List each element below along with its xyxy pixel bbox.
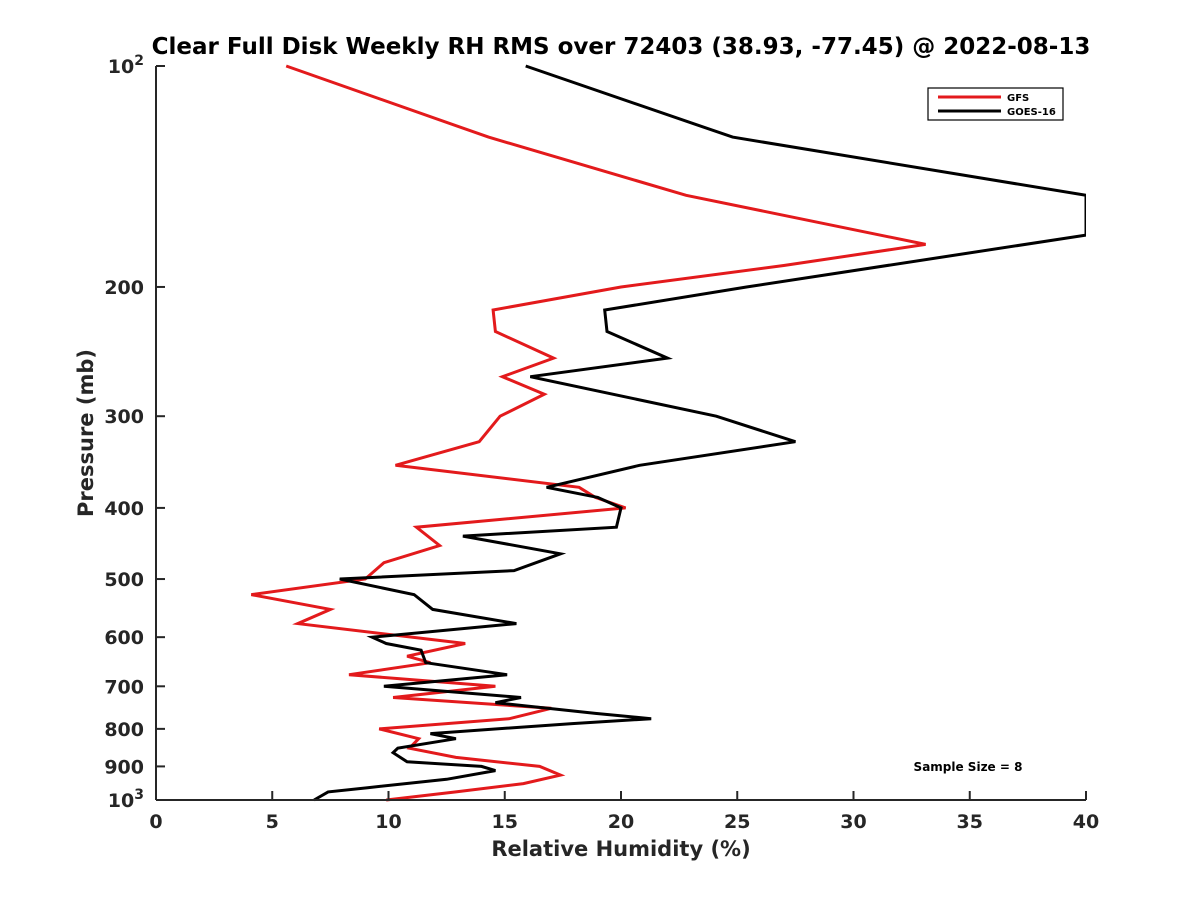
series-line-gfs [251,64,926,802]
y-axis-label: Pressure (mb) [74,349,98,517]
chart-title: Clear Full Disk Weekly RH RMS over 72403… [152,34,1091,60]
y-tick-label: 700 [104,676,144,698]
y-tick-label: 800 [104,719,144,741]
x-tick-label: 35 [957,811,983,833]
x-axis-label: Relative Humidity (%) [491,837,750,861]
y-tick-label: 600 [104,627,144,649]
x-tick-label: 20 [608,811,634,833]
y-tick-label: 400 [104,498,144,520]
x-tick-label: 10 [375,811,401,833]
y-tick-label: 103 [108,787,144,812]
x-tick-label: 40 [1073,811,1099,833]
x-axis-ticks: 0 5 10 15 20 25 30 35 40 [149,791,1099,833]
y-axis-ticks: 102 200 300 400 500 600 700 800 900 103 [104,53,165,812]
y-tick-label: 300 [104,406,144,428]
x-tick-label: 30 [840,811,866,833]
x-tick-label: 0 [149,811,162,833]
series-line-goes-16 [313,64,1086,802]
legend-entries: GFS GOES-16 [938,93,1056,118]
sample-size-annotation: Sample Size = 8 [914,760,1023,774]
series-layer [251,64,1087,802]
y-tick-label: 500 [104,569,144,591]
legend-label-goes-16: GOES-16 [1007,107,1056,118]
y-tick-label: 900 [104,756,144,778]
y-tick-label: 200 [104,277,144,299]
y-tick-label: 102 [108,53,144,78]
x-tick-label: 5 [266,811,279,833]
legend-label-gfs: GFS [1007,93,1029,104]
x-tick-label: 15 [492,811,518,833]
legend: GFS GOES-16 [927,87,1064,121]
legend-box [927,87,1064,121]
x-tick-label: 25 [724,811,750,833]
